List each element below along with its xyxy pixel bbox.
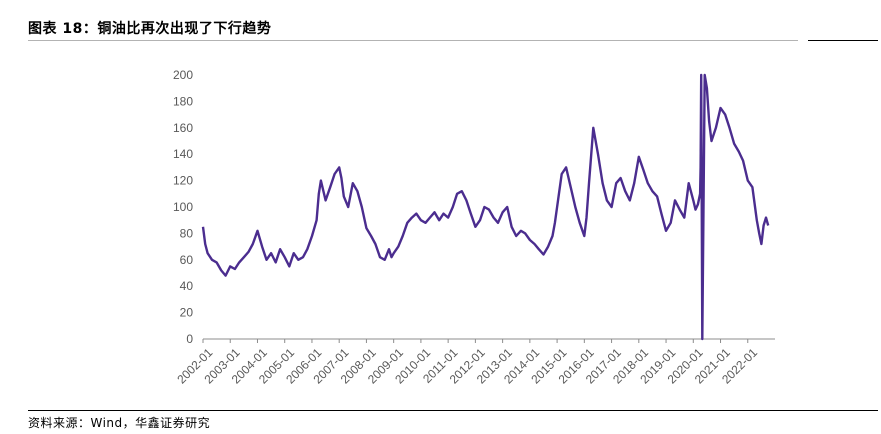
y-tick-label: 0 xyxy=(186,332,193,346)
y-tick-label: 140 xyxy=(173,147,193,161)
x-axis: 2002-012003-012004-012005-012006-012007-… xyxy=(174,339,760,386)
top-divider-right xyxy=(808,40,878,41)
y-tick-label: 120 xyxy=(173,174,193,188)
y-tick-label: 100 xyxy=(173,200,193,214)
top-divider xyxy=(28,40,798,41)
bottom-divider xyxy=(28,410,878,411)
y-tick-label: 40 xyxy=(180,279,194,293)
y-tick-label: 200 xyxy=(173,68,193,82)
y-tick-label: 180 xyxy=(173,94,193,108)
y-tick-label: 80 xyxy=(180,226,194,240)
chart-title: 图表 18：铜油比再次出现了下行趋势 xyxy=(28,21,272,37)
series-line-copper-oil-ratio xyxy=(201,73,770,341)
source-note: 资料来源：Wind，华鑫证券研究 xyxy=(28,416,211,430)
y-tick-label: 20 xyxy=(180,306,194,320)
y-tick-label: 160 xyxy=(173,121,193,135)
y-tick-label: 60 xyxy=(180,253,194,267)
copper-oil-ratio-chart: 0 20 40 60 80 100 120 140 160 180 200 2002-012003-… xyxy=(173,68,775,386)
y-axis: 0 20 40 60 80 100 120 140 160 180 200 xyxy=(173,68,193,346)
